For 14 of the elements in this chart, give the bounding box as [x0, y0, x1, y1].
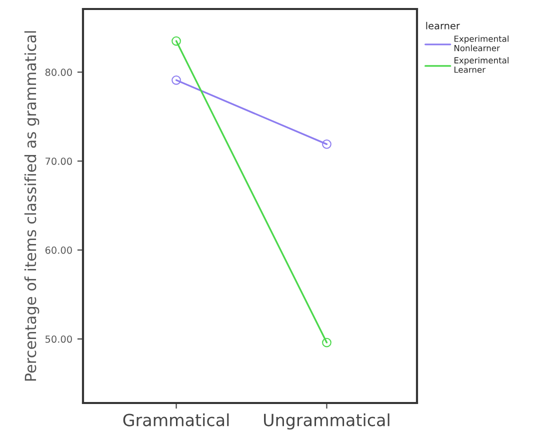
x-tick-label: Grammatical	[123, 413, 229, 426]
point	[172, 75, 181, 85]
y-tick-label: 70.00	[46, 158, 72, 165]
x-tick-label: Ungrammatical	[264, 413, 390, 430]
point	[172, 36, 181, 46]
y-axis-title: Percentage of items classified as grammatical	[24, 31, 40, 381]
point	[322, 140, 332, 149]
y-tick-label: 80.00	[45, 68, 72, 76]
legend-label: Experimental Learner	[454, 57, 508, 73]
point	[322, 338, 332, 348]
y-tick-label: 50.00	[46, 335, 72, 343]
legend-label: Experimental Nonlearner	[454, 35, 508, 52]
y-tick-label: 60.00	[45, 246, 72, 254]
legend-title: learner	[426, 22, 460, 30]
